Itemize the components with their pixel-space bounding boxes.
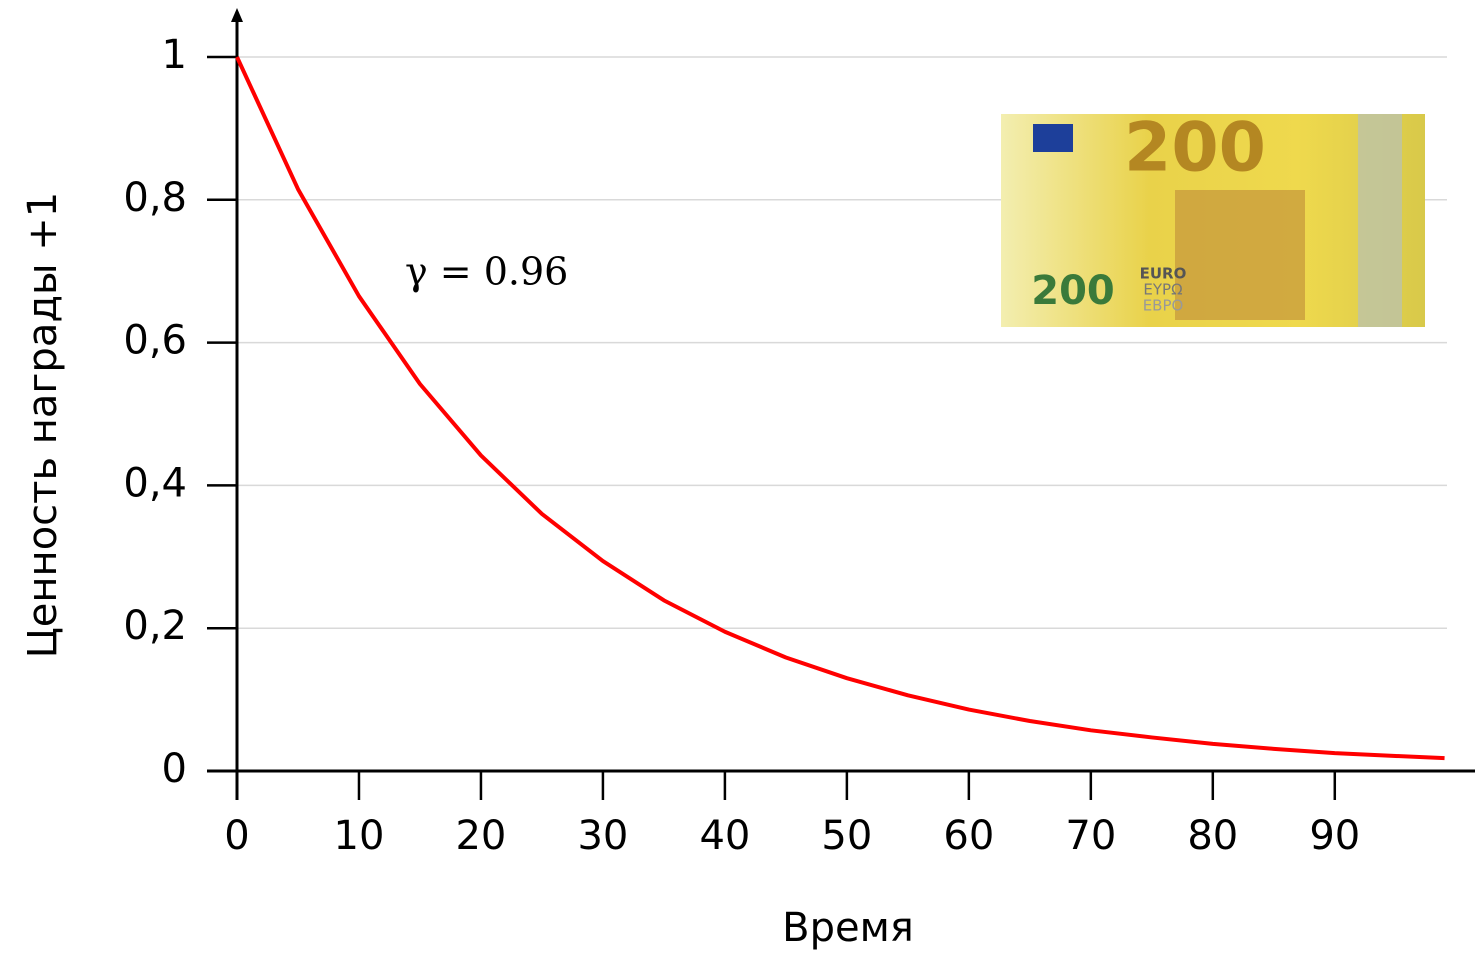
y-tick-label: 1 — [162, 32, 187, 78]
x-tick-label: 40 — [699, 813, 750, 859]
banknote: 200 200 EURO ΕΥΡΩ ЕВРО — [1001, 109, 1425, 327]
x-tick-label: 90 — [1309, 813, 1360, 859]
x-tick-label: 80 — [1187, 813, 1238, 859]
banknote-value: 200 — [1031, 268, 1115, 314]
y-tick-label: 0,2 — [123, 603, 187, 649]
banknote-value: 200 — [1124, 109, 1266, 188]
y-axis-label: Ценность награды +1 — [20, 192, 66, 659]
y-tick-label: 0,6 — [123, 318, 187, 364]
banknote-gate — [1175, 190, 1305, 320]
y-tick-label: 0,8 — [123, 175, 187, 221]
x-tick-label: 30 — [577, 813, 628, 859]
banknote-text: ЕВРО — [1143, 297, 1184, 315]
y-axis-arrow — [231, 8, 243, 22]
banknote-strip — [1358, 114, 1402, 327]
x-tick-label: 10 — [334, 813, 385, 859]
x-tick-label: 70 — [1065, 813, 1116, 859]
x-tick-label: 20 — [455, 813, 506, 859]
x-tick-label: 50 — [821, 813, 872, 859]
chart: 200 200 EURO ΕΥΡΩ ЕВРО Ценность награды … — [0, 0, 1475, 957]
y-tick-label: 0 — [162, 746, 187, 792]
y-tick-label: 0,4 — [123, 460, 187, 506]
x-axis-label: Время — [782, 905, 914, 951]
annotation: γ = 0.96 — [405, 250, 568, 294]
x-tick-label: 0 — [224, 813, 249, 859]
x-tick-label: 60 — [943, 813, 994, 859]
eu-flag — [1033, 124, 1073, 152]
